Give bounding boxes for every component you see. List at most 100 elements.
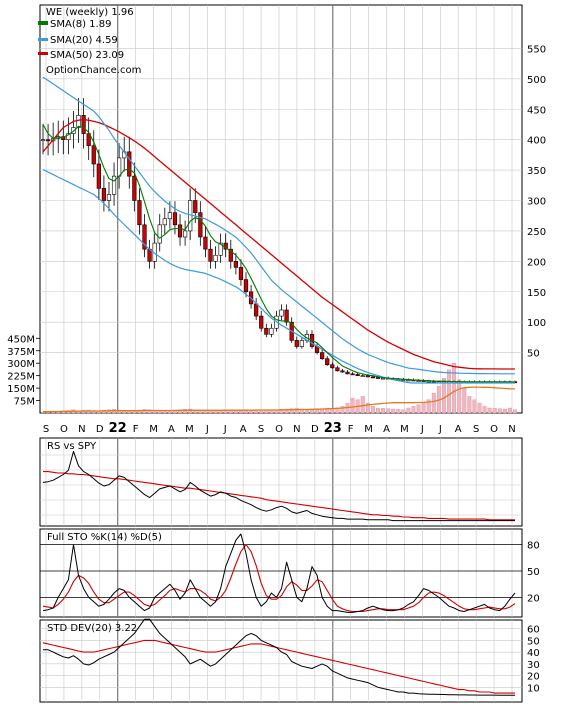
x-tick-label: N: [508, 424, 515, 435]
rs-line: [42, 450, 515, 522]
volume-bar: [269, 410, 274, 414]
stddev-panel-title: STD DEV(20) 3.22: [47, 623, 137, 634]
stddev-tick-label: 20: [527, 672, 540, 683]
rs-panel-frame: [39, 437, 523, 527]
legend-label-sma50: SMA(50) 23.09: [50, 50, 124, 61]
volume-bar: [421, 402, 426, 414]
volume-bar: [411, 406, 416, 414]
stddev-tick-label: 40: [527, 648, 540, 659]
candle-body: [360, 375, 365, 378]
volume-bar: [370, 406, 375, 414]
volume-tick-label: 300M: [7, 359, 35, 370]
stddev-tick-label: 60: [527, 625, 540, 636]
volume-tick-label: 375M: [7, 347, 35, 358]
stochastic-tick-label: 20: [527, 593, 540, 604]
volume-bar: [513, 409, 517, 414]
volume-bar: [381, 408, 385, 414]
volume-bar: [467, 396, 472, 414]
volume-bar: [447, 369, 451, 414]
candle-body: [111, 175, 117, 195]
stddev-line: [43, 618, 515, 696]
volume-bar: [208, 410, 213, 414]
candle-body: [167, 212, 172, 220]
volume-bar: [188, 408, 193, 414]
x-tick-label: A: [455, 424, 462, 435]
stochastic-panel-title: Full STO %K(14) %D(5): [47, 532, 162, 543]
y-tick-label: 100: [527, 318, 546, 329]
legend-source: OptionChance.com: [46, 65, 141, 76]
candle-body: [157, 224, 162, 244]
x-tick-label: S: [258, 424, 264, 435]
x-tick-label: O: [490, 424, 498, 435]
x-tick-label: D: [311, 424, 319, 435]
volume-tick-label: 75M: [14, 397, 35, 408]
volume-bar: [431, 392, 436, 414]
legend: WE (weekly) 1.96 SMA(8) 1.89 SMA(20) 4.5…: [38, 7, 141, 76]
candle-body: [218, 242, 223, 256]
candle-body: [76, 115, 81, 128]
candle-body: [81, 115, 86, 134]
candle-body: [350, 373, 355, 376]
volume-bar: [441, 377, 446, 414]
stochastic-tick-label: 80: [527, 541, 540, 552]
candle-body: [320, 352, 325, 359]
candle-body: [137, 200, 142, 226]
legend-label-sma20: SMA(20) 4.59: [50, 35, 118, 46]
volume-bar: [284, 408, 289, 414]
stddev-tick-label: 30: [527, 660, 540, 671]
volume-bar: [360, 396, 365, 414]
y-tick-label: 400: [527, 136, 546, 147]
candle-body: [294, 340, 299, 347]
x-tick-label: D: [96, 424, 104, 435]
volume-bar: [457, 379, 462, 414]
candle-body: [172, 212, 178, 226]
candle-body: [279, 309, 284, 317]
candle-body: [213, 254, 218, 262]
sma50-line: [42, 118, 515, 370]
candle-body: [132, 175, 137, 201]
candle-body: [208, 248, 213, 262]
candle-body: [96, 163, 101, 189]
bollinger-upper-line: [42, 76, 515, 375]
candle-body: [228, 248, 233, 262]
candle-body: [416, 380, 421, 382]
x-tick-label: N: [78, 424, 85, 435]
volume-tick-label: 225M: [7, 372, 35, 383]
volume-bar: [289, 408, 294, 414]
candle-body: [40, 139, 46, 141]
candle-body: [284, 309, 289, 323]
y-tick-label: 350: [527, 166, 546, 177]
candle-body: [45, 139, 51, 142]
volume-bar: [391, 408, 396, 414]
volume-bar: [376, 407, 380, 414]
x-tick-label: F: [348, 424, 354, 435]
candle-body: [380, 377, 386, 380]
volume-bar: [477, 402, 482, 414]
y-tick-label: 550: [527, 44, 546, 55]
grid-layer: [40, 5, 522, 702]
volume-bar: [462, 387, 467, 414]
candle-body: [370, 376, 375, 379]
candle-body: [345, 371, 350, 375]
candle-body: [426, 380, 431, 383]
stddev-tick-label: 10: [527, 683, 540, 694]
x-tick-label: M: [400, 424, 409, 435]
x-tick-label: J: [438, 424, 442, 435]
stochastic-tick-label: 50: [527, 567, 540, 578]
candle-body: [299, 340, 304, 347]
volume-bar: [147, 409, 152, 414]
candle-body: [325, 358, 330, 366]
candle-body: [117, 157, 122, 177]
sma8-line: [42, 124, 516, 383]
x-tick-label: A: [168, 424, 175, 435]
volume-bar: [507, 407, 512, 414]
candle-body: [365, 375, 370, 378]
candle-body: [203, 236, 208, 250]
volume-bar: [294, 408, 299, 414]
candle-body: [264, 327, 269, 335]
candle-body: [66, 133, 71, 140]
x-tick-label: S: [43, 424, 49, 435]
candle-body: [254, 303, 259, 317]
stddev-tick-label: 50: [527, 636, 540, 647]
candle-body: [259, 315, 264, 329]
